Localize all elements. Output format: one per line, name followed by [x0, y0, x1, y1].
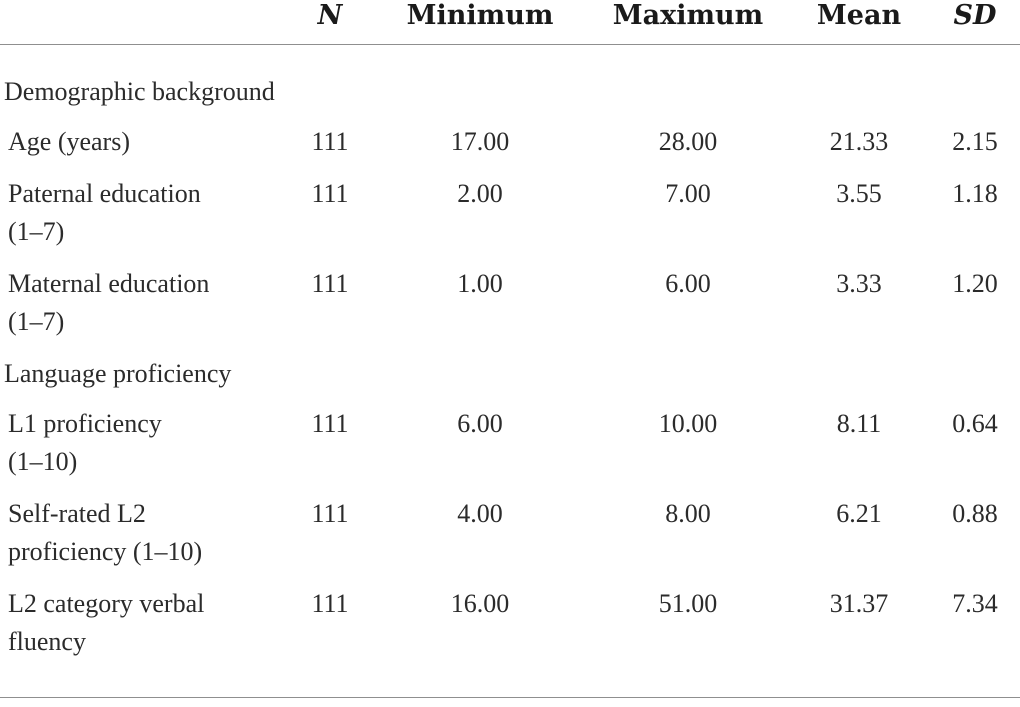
cell-minimum: 17.00: [450, 127, 510, 156]
header-sd: SD: [953, 0, 997, 31]
cell-maximum: 10.00: [658, 409, 718, 438]
row-label-line: Age (years): [8, 127, 130, 156]
row-label: Age (years): [0, 123, 288, 175]
cell-mean: 21.33: [829, 127, 889, 156]
table-row: Self-rated L2 proficiency (1–10) 111 4.00 8.…: [0, 495, 1020, 585]
row-label-line: L1 proficiency: [8, 409, 162, 438]
row-label-line: proficiency (1–10): [8, 537, 203, 566]
row-label-line: Self-rated L2: [8, 499, 146, 528]
cell-maximum: 6.00: [665, 269, 711, 298]
cell-maximum: 8.00: [665, 499, 711, 528]
header-spacer: [0, 45, 1020, 73]
row-label-line: Maternal education: [8, 269, 210, 298]
row-label-line: (1–7): [8, 307, 65, 336]
row-label-line: L2 category verbal: [8, 589, 205, 618]
cell-n: 111: [311, 589, 349, 618]
cell-mean: 3.55: [836, 179, 882, 208]
cell-sd: 2.15: [952, 127, 998, 156]
table-row: L1 proficiency (1–10) 111 6.00 10.00 8.11 0.64: [0, 405, 1020, 495]
cell-n: 111: [311, 269, 349, 298]
row-label: Self-rated L2 proficiency (1–10): [0, 495, 288, 585]
cell-minimum: 4.00: [457, 499, 503, 528]
header-row: N Minimum Maximum Mean SD: [0, 0, 1020, 45]
table-row: Age (years) 111 17.00 28.00 21.33 2.15: [0, 123, 1020, 175]
cell-maximum: 7.00: [665, 179, 711, 208]
cell-n: 111: [311, 409, 349, 438]
cell-sd: 1.18: [952, 179, 998, 208]
row-label-line: Paternal education: [8, 179, 201, 208]
row-label: Paternal education (1–7): [0, 175, 288, 265]
spacer-cell: [0, 675, 1020, 698]
section-row: Demographic background: [0, 73, 1020, 123]
cell-n: 111: [311, 179, 349, 208]
row-label-line: (1–10): [8, 447, 78, 476]
bottom-spacer: [0, 675, 1020, 698]
cell-sd: 0.64: [952, 409, 998, 438]
table-row: Paternal education (1–7) 111 2.00 7.00 3.55 1.…: [0, 175, 1020, 265]
table-header: N Minimum Maximum Mean SD: [0, 0, 1020, 45]
cell-sd: 1.20: [952, 269, 998, 298]
cell-mean: 3.33: [836, 269, 882, 298]
table-row: Maternal education (1–7) 111 1.00 6.00 3.33 1.…: [0, 265, 1020, 355]
cell-mean: 8.11: [836, 409, 882, 438]
cell-maximum: 28.00: [658, 127, 718, 156]
cell-minimum: 6.00: [457, 409, 503, 438]
row-label: L2 category verbal fluency: [0, 585, 288, 675]
section-title: Demographic background: [4, 77, 275, 106]
cell-minimum: 1.00: [457, 269, 503, 298]
bottom-rule: [0, 697, 1020, 698]
header-label: [0, 0, 288, 45]
cell-mean: 6.21: [836, 499, 882, 528]
row-label-line: fluency: [8, 627, 86, 656]
header-minimum: Minimum: [406, 0, 554, 31]
table-row: L2 category verbal fluency 111 16.00 51.00 31…: [0, 585, 1020, 675]
section-row: Language proficiency: [0, 355, 1020, 405]
header-rule: [0, 44, 1020, 45]
header-mean: Mean: [816, 0, 902, 31]
spacer-cell: [0, 45, 1020, 73]
cell-sd: 7.34: [952, 589, 998, 618]
row-label: Maternal education (1–7): [0, 265, 288, 355]
section-title: Language proficiency: [4, 359, 232, 388]
cell-minimum: 2.00: [457, 179, 503, 208]
cell-sd: 0.88: [952, 499, 998, 528]
header-n: N: [317, 0, 343, 31]
cell-minimum: 16.00: [450, 589, 510, 618]
row-label-line: (1–7): [8, 217, 65, 246]
cell-n: 111: [311, 127, 349, 156]
header-maximum: Maximum: [612, 0, 764, 31]
table-body: Demographic background Age (years) 111 17.0…: [0, 45, 1020, 698]
cell-maximum: 51.00: [658, 589, 718, 618]
cell-mean: 31.37: [829, 589, 889, 618]
row-label: L1 proficiency (1–10): [0, 405, 288, 495]
rule-cell: [0, 697, 1020, 698]
cell-n: 111: [311, 499, 349, 528]
